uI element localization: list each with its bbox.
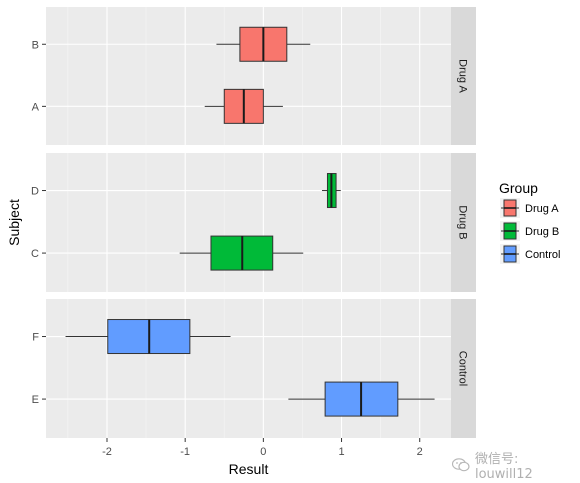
legend-entry: Drug B [500,221,559,241]
y-tick-label: D [31,186,39,198]
legend-label: Drug B [525,226,559,238]
box-f [65,319,231,355]
facet-panel-drug-b: C D Drug B [31,153,476,292]
box-a [204,88,283,124]
facet-strip-label: Drug B [457,205,469,239]
y-tick-label: C [31,248,39,260]
legend-title: Group [499,180,538,196]
legend-label: Drug A [525,203,559,215]
legend-label: Control [525,249,560,261]
x-axis-title: Result [229,461,269,477]
legend: Group Drug A Drug B Control [499,180,560,264]
facet-strip [451,153,476,292]
x-tick-label: 2 [417,446,423,458]
y-tick-label: E [32,394,39,406]
y-tick-label: F [32,332,39,344]
box-e [288,381,435,417]
y-tick-label: B [32,39,39,51]
x-tick-label: 1 [338,446,344,458]
box-b [216,26,311,62]
facet-strip [451,299,476,438]
facet-strip-label: Control [457,351,469,386]
y-axis-title: Subject [6,199,22,246]
facet-panel-drug-a: A B Drug A [32,7,476,145]
box-d [321,173,341,209]
watermark: 微信号: louwill12 [452,448,580,482]
wechat-icon [452,458,470,472]
facet-strip-label: Drug A [457,59,469,93]
x-tick-label: 0 [260,446,266,458]
facet-strip [451,7,476,145]
legend-entry: Control [500,244,560,264]
x-tick-label: -2 [102,446,112,458]
facet-panel-control: E F Control [32,299,476,438]
legend-entry: Drug A [500,198,559,218]
y-tick-label: A [32,101,40,113]
box-c [179,235,304,271]
watermark-text: 微信号: louwill12 [474,452,533,482]
x-tick-label: -1 [180,446,190,458]
